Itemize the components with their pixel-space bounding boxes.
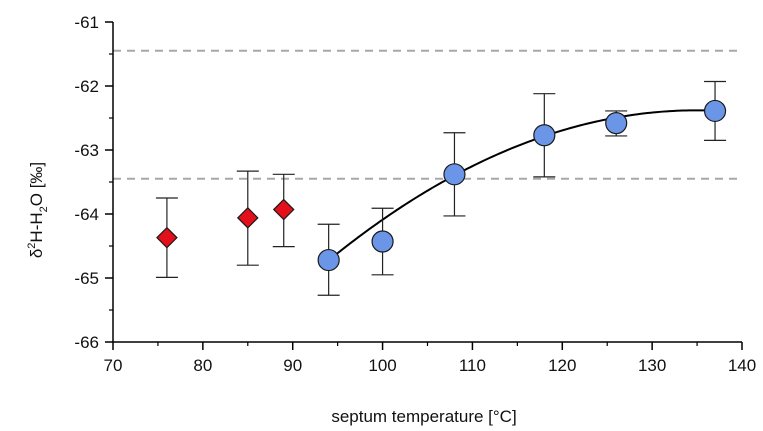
circle-marker-1 bbox=[371, 230, 394, 253]
y-tick-label-1: -65 bbox=[74, 269, 99, 288]
x-axis-label: septum temperature [°C] bbox=[331, 407, 516, 426]
x-tick-label-2: 90 bbox=[283, 356, 302, 375]
x-tick-label-1: 80 bbox=[193, 356, 212, 375]
y-tick-label-2: -64 bbox=[74, 205, 99, 224]
y-tick-label-5: -61 bbox=[74, 13, 99, 32]
y-tick-label-3: -63 bbox=[74, 141, 99, 160]
x-tick-label-4: 110 bbox=[459, 356, 486, 375]
circle-marker-5 bbox=[703, 99, 727, 123]
data-markers bbox=[156, 99, 727, 272]
x-tick-label-3: 100 bbox=[368, 356, 396, 375]
x-tick-label-6: 130 bbox=[638, 356, 666, 375]
fit-curve-group bbox=[328, 109, 716, 262]
circle-marker-2 bbox=[443, 163, 466, 186]
fit-curve bbox=[328, 109, 716, 262]
y-tick-label-0: -66 bbox=[74, 333, 99, 352]
circle-marker-4 bbox=[605, 112, 628, 135]
y-tick-label-4: -62 bbox=[74, 77, 99, 96]
diamond-marker-2 bbox=[272, 198, 295, 221]
x-tick-label-5: 120 bbox=[548, 356, 576, 375]
y-axis-label: δ2H-H2O [‰] bbox=[26, 162, 50, 258]
reference-lines bbox=[113, 49, 742, 180]
diamond-marker-0 bbox=[156, 226, 178, 249]
diamond-marker-1 bbox=[236, 206, 259, 229]
axes: -66 -65 -64 -63 -62 -61 70 80 90 100 110 120 130 140 bbox=[74, 13, 756, 375]
x-tick-label-7: 140 bbox=[728, 356, 756, 375]
circle-marker-3 bbox=[533, 124, 556, 147]
circle-marker-0 bbox=[317, 248, 340, 272]
x-tick-label-0: 70 bbox=[104, 356, 123, 375]
